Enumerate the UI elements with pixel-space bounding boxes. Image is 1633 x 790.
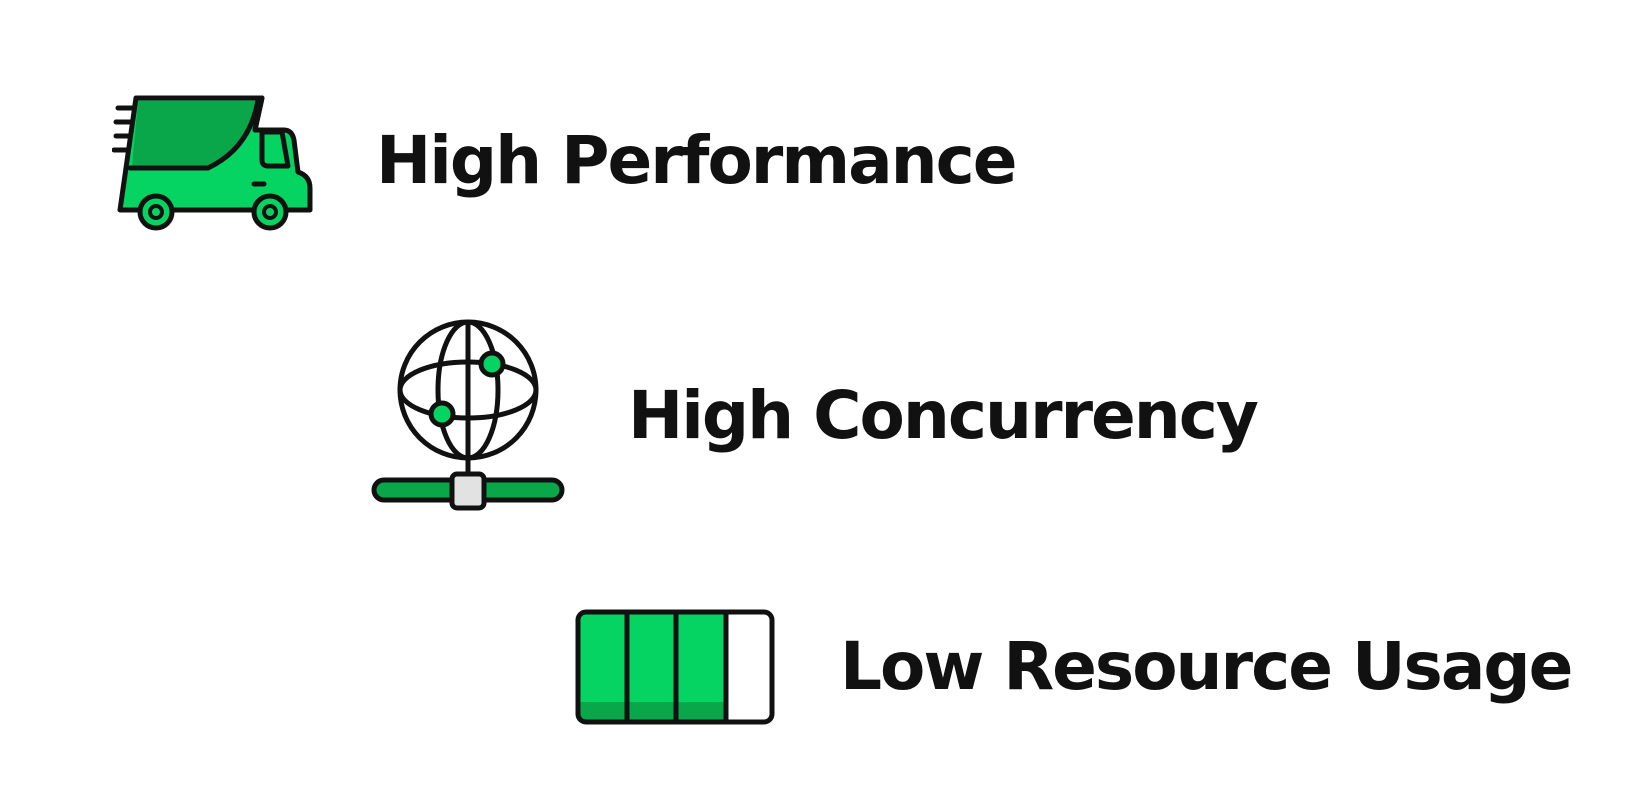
feature-label-high-performance: High Performance xyxy=(376,121,1018,199)
battery-level-icon xyxy=(575,609,775,725)
feature-high-performance: High Performance xyxy=(112,88,1018,233)
feature-label-high-concurrency: High Concurrency xyxy=(628,376,1259,454)
network-globe-icon xyxy=(371,319,565,511)
feature-high-concurrency: High Concurrency xyxy=(370,318,1259,513)
feature-label-low-resource-usage: Low Resource Usage xyxy=(840,628,1573,705)
battery-level-fill xyxy=(580,614,726,720)
feature-low-resource-usage: Low Resource Usage xyxy=(574,608,1573,726)
delivery-truck-icon xyxy=(112,95,313,231)
